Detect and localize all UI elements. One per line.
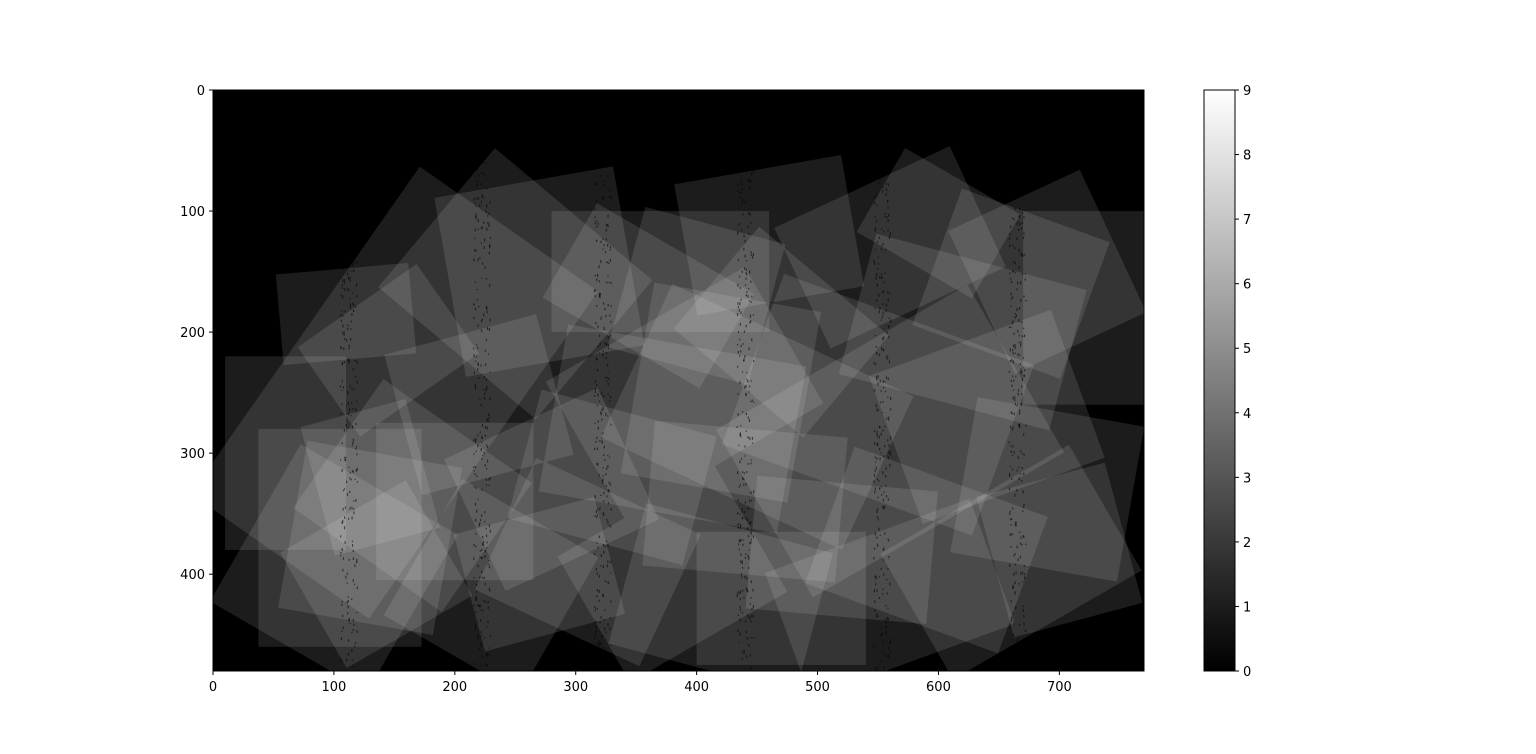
- tile-39: [376, 422, 534, 581]
- y-tick-label: 300: [180, 447, 205, 462]
- tile-11: [551, 211, 770, 333]
- streak-5: [1008, 119, 1027, 671]
- y-axis: 0 100 200 300 400: [180, 84, 213, 583]
- colorbar-tick-label: 4: [1243, 407, 1251, 422]
- tile-4: [278, 440, 463, 635]
- tile-41: [507, 389, 717, 566]
- tile-1: [275, 262, 417, 365]
- tile-24: [716, 284, 1065, 598]
- streak-2: [593, 114, 612, 671]
- tile-8: [300, 398, 440, 556]
- tile-26: [869, 309, 1105, 524]
- tile-23: [600, 283, 914, 550]
- colorbar-tick-label: 0: [1243, 665, 1251, 680]
- tile-25: [721, 273, 1035, 536]
- x-tick-label: 700: [1047, 680, 1072, 695]
- tile-17: [912, 188, 1110, 379]
- tile-33: [696, 531, 866, 665]
- tile-15: [856, 147, 1021, 299]
- colorbar-tick-label: 1: [1243, 600, 1251, 615]
- tile-0: [213, 166, 599, 619]
- tile-28: [976, 462, 1143, 638]
- noise-streaks: [339, 114, 1027, 671]
- y-tick-label: 200: [180, 326, 205, 341]
- x-axis: 0 100 200 300 400 500 600 700: [209, 671, 1072, 695]
- x-tick-label: 300: [563, 680, 588, 695]
- tile-6: [293, 379, 532, 612]
- colorbar-tick-label: 9: [1243, 84, 1251, 99]
- tile-10: [378, 148, 653, 420]
- tile-31: [765, 498, 1016, 671]
- colorbar-tick-label: 8: [1243, 149, 1251, 164]
- tile-7: [213, 444, 458, 671]
- colorbar-tick-label: 2: [1243, 536, 1251, 551]
- y-tick-label: 0: [197, 84, 205, 99]
- x-tick-label: 400: [684, 680, 709, 695]
- tile-12: [542, 203, 755, 389]
- colorbar: [1203, 89, 1236, 672]
- y-tick-label: 400: [180, 568, 205, 583]
- tile-35: [557, 465, 788, 671]
- tile-22: [538, 324, 807, 534]
- tile-38: [383, 478, 599, 671]
- tile-44: [225, 356, 346, 550]
- tile-20: [545, 267, 824, 519]
- tile-16: [948, 169, 1144, 374]
- x-tick-label: 600: [926, 680, 951, 695]
- plot-background: [213, 90, 1144, 671]
- tile-13: [674, 154, 865, 316]
- tile-29: [880, 444, 1142, 671]
- x-tick-label: 200: [442, 680, 467, 695]
- tile-5: [280, 480, 473, 669]
- x-tick-label: 100: [321, 680, 346, 695]
- tile-37: [453, 496, 626, 652]
- x-tick-label: 500: [805, 680, 830, 695]
- tile-9: [434, 166, 645, 377]
- streak-1: [472, 115, 492, 667]
- tile-46: [838, 233, 1087, 431]
- colorbar-tick-label: 7: [1243, 213, 1251, 228]
- tile-27: [950, 397, 1144, 582]
- tile-30: [804, 446, 1048, 654]
- colorbar-tick-label: 6: [1243, 278, 1251, 293]
- tile-45: [673, 226, 889, 438]
- streak-3: [736, 117, 755, 671]
- tile-21: [620, 282, 821, 503]
- streak-0: [339, 114, 359, 668]
- tile-40: [444, 387, 659, 592]
- colorbar-tick-label: 5: [1243, 342, 1251, 357]
- tile-2: [297, 264, 479, 437]
- streak-4: [873, 114, 892, 671]
- x-tick-label: 0: [209, 680, 217, 695]
- colorbar-axis: 0 1 2 3 4 5 6 7 8 9: [1235, 84, 1251, 680]
- colorbar-tick-label: 3: [1243, 471, 1251, 486]
- tile-36: [474, 457, 701, 667]
- tile-32: [745, 475, 938, 625]
- tile-19: [607, 206, 786, 385]
- tile-14: [774, 146, 1006, 349]
- tile-43: [384, 314, 574, 496]
- y-tick-label: 100: [180, 205, 205, 220]
- tile-3: [258, 428, 422, 647]
- tile-18: [1023, 211, 1144, 405]
- plot-frame: [212, 89, 1145, 672]
- heatmap-image: [213, 146, 1144, 671]
- tile-34: [608, 503, 834, 671]
